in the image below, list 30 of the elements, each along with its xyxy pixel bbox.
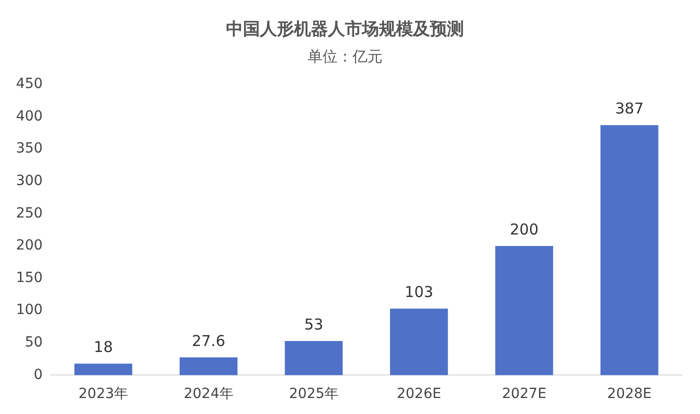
x-tick-label: 2023年 — [78, 386, 128, 402]
data-label: 27.6 — [192, 332, 226, 350]
x-tick-label: 2028E — [607, 386, 652, 402]
data-label: 200 — [510, 220, 538, 238]
y-tick-label: 100 — [16, 302, 43, 318]
chart-title: 中国人形机器人市场规模及预测 — [226, 20, 464, 40]
y-tick-label: 350 — [16, 140, 43, 157]
chart-subtitle: 单位：亿元 — [308, 47, 382, 66]
y-tick-label: 200 — [16, 238, 43, 254]
x-tick-label: 2024年 — [184, 386, 234, 402]
data-label: 18 — [94, 338, 113, 356]
y-tick-label: 250 — [16, 205, 43, 222]
y-tick-label: 400 — [16, 108, 43, 124]
y-tick-label: 0 — [34, 366, 43, 383]
x-tick-label: 2025年 — [288, 386, 339, 402]
data-label: 387 — [615, 100, 644, 118]
bar — [180, 357, 238, 376]
bar — [495, 246, 554, 376]
bar — [284, 340, 343, 376]
bar — [390, 308, 448, 376]
data-label: 53 — [304, 315, 324, 334]
bar — [74, 364, 132, 376]
bar — [600, 125, 658, 376]
data-label: 103 — [404, 283, 434, 302]
x-tick-label: 2027E — [502, 386, 546, 402]
x-tick-label: 2026E — [396, 386, 442, 402]
y-tick-label: 450 — [16, 76, 43, 92]
y-tick-label: 150 — [16, 270, 43, 286]
y-tick-label: 300 — [16, 172, 43, 189]
y-tick-label: 50 — [24, 334, 43, 351]
